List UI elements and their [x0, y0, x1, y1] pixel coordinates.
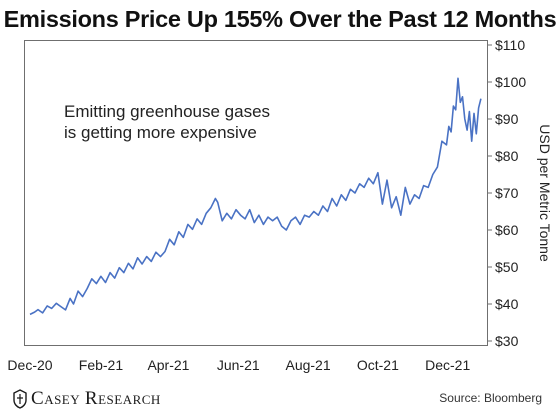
y-tick-label: $60	[495, 222, 519, 238]
y-tick-label: $40	[495, 296, 519, 312]
chart-annotation: Emitting greenhouse gases is getting mor…	[64, 101, 270, 143]
x-tick-label: Aug-21	[285, 357, 330, 373]
y-tick-label: $90	[495, 111, 519, 127]
brand-name: CASEY RESEARCH	[31, 388, 161, 409]
y-tick-label: $50	[495, 259, 519, 275]
x-tick-label: Oct-21	[357, 357, 399, 373]
x-tick-label: Feb-21	[79, 357, 124, 373]
annotation-line-1: Emitting greenhouse gases	[64, 102, 271, 121]
x-axis: Dec-20 Feb-21 Apr-21 Jun-21 Aug-21 Oct-21 Dec-…	[7, 357, 470, 373]
chart-title: Emissions Price Up 155% Over the Past 12…	[3, 6, 557, 32]
casey-research-emblem-icon	[13, 389, 27, 409]
source-note: Source: Bloomberg	[439, 391, 542, 405]
x-tick-label: Dec-21	[425, 357, 470, 373]
y-axis: $30 $40 $50 $60 $70 $80 $90 $100 $110	[488, 37, 526, 349]
annotation-line-2: is getting more expensive	[64, 123, 257, 142]
series-line-emissions-price	[29, 77, 482, 316]
x-tick-label: Apr-21	[147, 357, 189, 373]
plot-area	[24, 40, 488, 346]
brand-logo: CASEY RESEARCH	[12, 388, 161, 410]
y-axis-label: USD per Metric Tonne	[537, 124, 553, 262]
y-tick-label: $70	[495, 185, 519, 201]
y-tick-label: $100	[495, 74, 526, 90]
y-tick-label: $80	[495, 148, 519, 164]
y-tick-label: $30	[495, 333, 519, 349]
x-tick-label: Dec-20	[7, 357, 52, 373]
x-tick-label: Jun-21	[217, 357, 260, 373]
y-tick-label: $110	[495, 37, 525, 53]
